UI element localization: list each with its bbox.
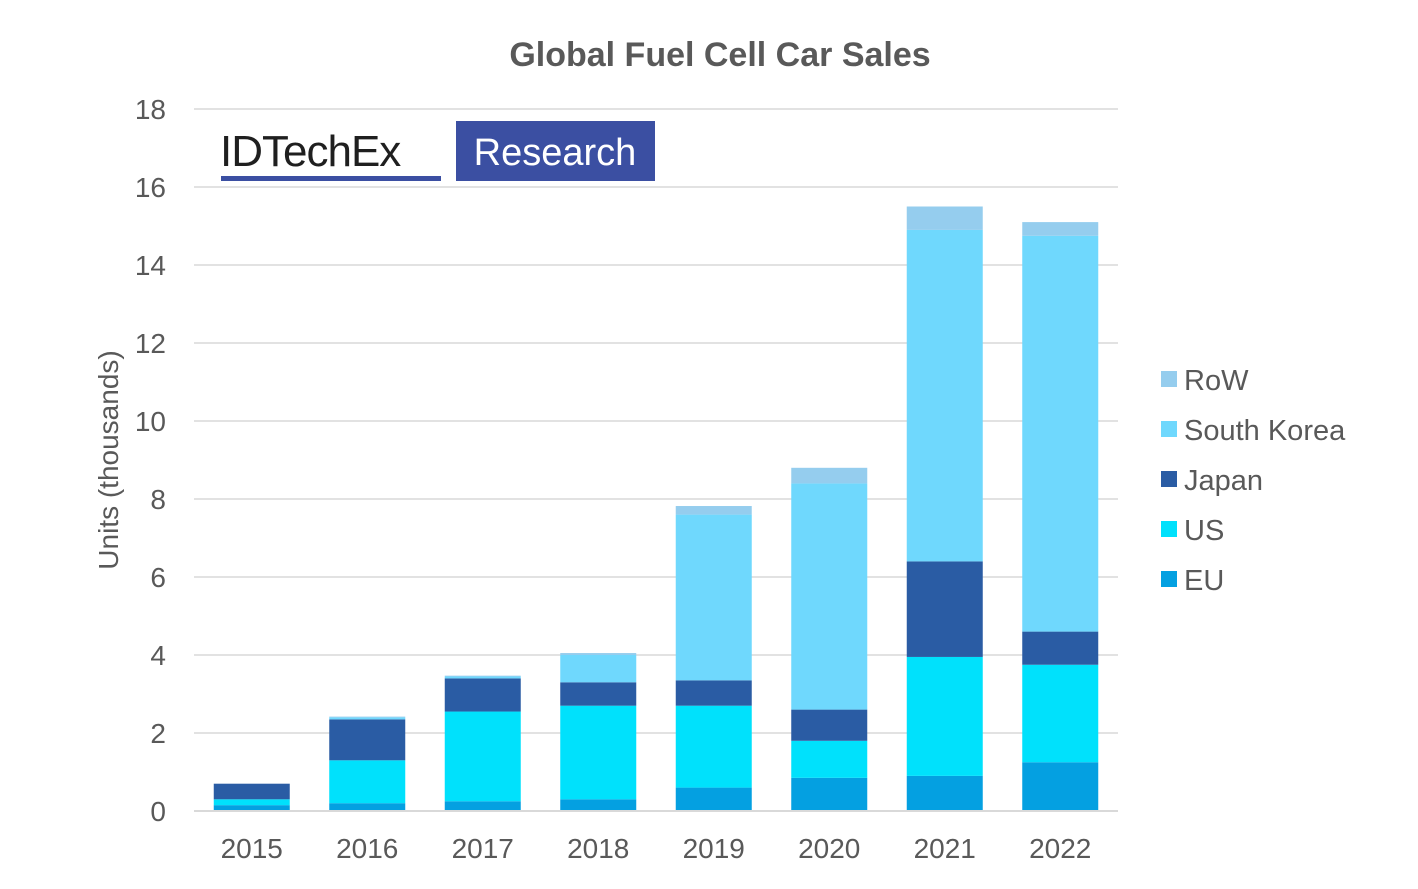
x-tick-label: 2015	[221, 833, 283, 864]
bar-segment	[791, 709, 868, 741]
bar-segment	[329, 717, 406, 720]
bar-segment	[560, 705, 637, 800]
y-axis-label: Units (thousands)	[93, 350, 124, 569]
bar-segment	[906, 656, 983, 776]
bar-segment	[906, 775, 983, 811]
bar-segment	[444, 676, 521, 679]
y-tick-label: 18	[135, 94, 166, 125]
x-tick-label: 2021	[914, 833, 976, 864]
y-tick-label: 6	[150, 562, 166, 593]
bar-segment	[675, 514, 752, 681]
bar-segment	[675, 705, 752, 788]
legend-swatch	[1161, 371, 1177, 387]
bar-segment	[791, 483, 868, 710]
logo-brand-text: IDTechEx	[220, 127, 401, 176]
bar-segment	[791, 777, 868, 811]
bar-segment	[213, 799, 290, 806]
bar-segment	[329, 716, 406, 718]
y-axis-ticks: 0 2 4 6 8 10 12 14 16 18	[135, 94, 166, 827]
y-tick-label: 2	[150, 718, 166, 749]
bar-segment	[560, 653, 637, 655]
y-tick-label: 12	[135, 328, 166, 359]
bar-segment	[444, 675, 521, 677]
x-tick-label: 2016	[336, 833, 398, 864]
bar-segment	[329, 719, 406, 761]
legend-swatch	[1161, 471, 1177, 487]
bar-segment	[791, 740, 868, 778]
y-tick-label: 16	[135, 172, 166, 203]
bar-segment	[906, 229, 983, 562]
legend-label: Japan	[1184, 465, 1263, 497]
bar-segment	[1022, 762, 1099, 811]
bar-segment	[444, 678, 521, 712]
x-tick-label: 2017	[452, 833, 514, 864]
idtechex-logo: IDTechEx Research	[220, 121, 655, 181]
x-axis-ticks: 2015 2016 2017 2018 2019 2020 2021 2022	[221, 833, 1092, 864]
logo-box	[456, 121, 655, 181]
bar-segment	[906, 206, 983, 230]
bar-segment	[1022, 664, 1099, 763]
bar-segment	[444, 801, 521, 811]
y-tick-label: 10	[135, 406, 166, 437]
legend: RoW South Korea Japan US EU	[1161, 365, 1346, 597]
bar-segment	[1022, 235, 1099, 632]
y-tick-label: 14	[135, 250, 166, 281]
bar-segment	[329, 803, 406, 811]
bar-segment	[560, 655, 637, 683]
bar-segment	[213, 783, 290, 800]
bar-segment	[675, 506, 752, 515]
bar-segment	[791, 467, 868, 484]
legend-label: US	[1184, 515, 1224, 547]
x-tick-label: 2019	[683, 833, 745, 864]
bar-segment	[1022, 222, 1099, 236]
x-tick-label: 2018	[567, 833, 629, 864]
bar-segment	[906, 561, 983, 657]
y-tick-label: 4	[150, 640, 166, 671]
logo-underline	[221, 176, 441, 181]
y-tick-label: 8	[150, 484, 166, 515]
bar-segment	[675, 680, 752, 706]
x-tick-label: 2020	[798, 833, 860, 864]
x-tick-label: 2022	[1029, 833, 1091, 864]
legend-label: South Korea	[1184, 415, 1346, 447]
bar-segment	[444, 711, 521, 802]
bar-segment	[675, 787, 752, 811]
legend-swatch	[1161, 571, 1177, 587]
y-tick-label: 0	[150, 796, 166, 827]
logo-tag-text: Research	[474, 132, 637, 174]
bar-segment	[1022, 631, 1099, 665]
bar-segment	[560, 799, 637, 811]
bar-segment	[213, 805, 290, 811]
legend-swatch	[1161, 421, 1177, 437]
legend-label: RoW	[1184, 365, 1249, 397]
chart-title: Global Fuel Cell Car Sales	[509, 36, 930, 74]
bar-segment	[329, 760, 406, 804]
bar-segment	[560, 682, 637, 706]
legend-swatch	[1161, 521, 1177, 537]
bars	[194, 206, 1118, 812]
legend-label: EU	[1184, 565, 1224, 597]
